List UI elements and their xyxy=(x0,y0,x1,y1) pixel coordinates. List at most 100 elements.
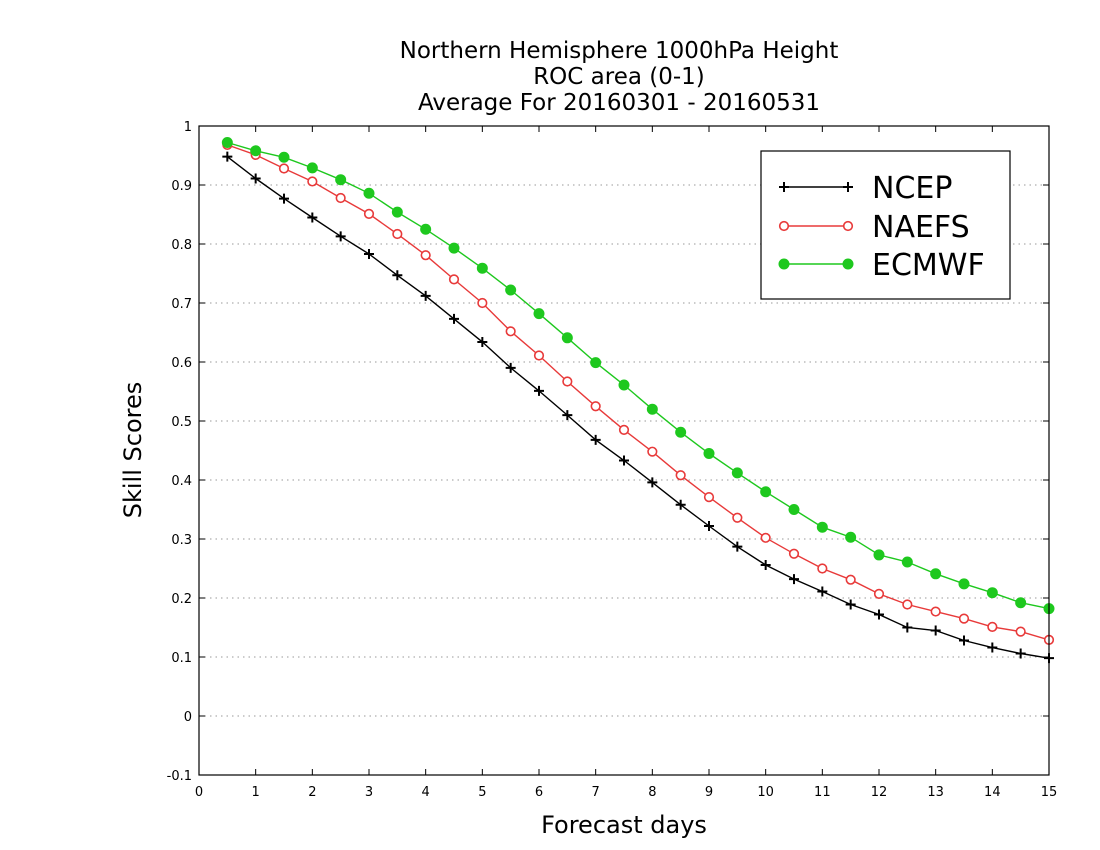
data-point-naefs xyxy=(448,274,460,285)
data-point-ecmwf xyxy=(448,242,460,254)
data-point-ncep xyxy=(760,559,771,570)
data-point-ncep xyxy=(874,609,884,620)
x-tick-label: 7 xyxy=(592,785,600,800)
data-point-ncep xyxy=(959,635,969,646)
data-point-ecmwf xyxy=(816,521,828,533)
data-point-naefs xyxy=(307,176,318,187)
data-point-ecmwf xyxy=(278,151,290,163)
x-tick-label: 3 xyxy=(365,785,373,800)
data-point-ncep xyxy=(845,599,856,610)
legend-marker-ecmwf xyxy=(778,258,790,270)
data-point-naefs xyxy=(845,574,856,585)
data-point-ecmwf xyxy=(1015,597,1027,609)
x-tick-label: 6 xyxy=(535,785,543,800)
data-point-ncep xyxy=(590,434,601,445)
y-tick-label: 0.8 xyxy=(171,238,192,253)
legend-marker-ecmwf xyxy=(842,258,854,270)
data-point-ecmwf xyxy=(221,137,233,149)
y-tick-label: 0.9 xyxy=(171,179,192,194)
y-tick-label: 0.5 xyxy=(171,415,192,430)
data-point-ncep xyxy=(335,231,346,242)
legend-marker-naefs xyxy=(778,220,790,232)
data-point-ecmwf xyxy=(845,531,857,543)
data-point-ecmwf xyxy=(901,556,913,568)
data-point-ecmwf xyxy=(731,467,743,479)
data-point-ncep xyxy=(675,499,686,510)
data-point-naefs xyxy=(703,492,715,503)
chart-title: Northern Hemisphere 1000hPa Height ROC a… xyxy=(400,38,839,116)
data-point-ncep xyxy=(1015,648,1026,659)
data-point-ecmwf xyxy=(646,403,658,415)
data-point-ecmwf xyxy=(505,284,517,296)
data-point-ncep xyxy=(647,477,658,488)
data-point-ecmwf xyxy=(675,426,687,438)
data-point-naefs xyxy=(618,424,630,435)
data-point-ecmwf xyxy=(760,486,772,498)
y-tick-label: 0 xyxy=(184,710,192,725)
y-axis-ticks: -0.1 0 0.1 0.2 0.3 0.4 0.5 0.6 0.7 0.8 0.9 1 xyxy=(167,120,1049,784)
data-point-ncep xyxy=(987,642,998,653)
y-tick-label: 0.3 xyxy=(171,533,192,548)
data-point-naefs xyxy=(817,563,828,574)
data-point-ecmwf xyxy=(873,549,885,561)
data-point-ncep xyxy=(392,270,403,281)
data-point-naefs xyxy=(958,613,970,624)
data-point-naefs xyxy=(788,548,800,559)
x-tick-label: 10 xyxy=(757,785,774,800)
data-point-ecmwf xyxy=(420,223,432,235)
x-axis-ticks: 0 1 2 3 4 5 6 7 8 9 10 11 12 13 14 15 xyxy=(195,126,1057,800)
x-tick-label: 11 xyxy=(814,785,831,800)
data-point-naefs xyxy=(732,512,743,523)
y-tick-label: 0.7 xyxy=(171,297,192,312)
data-point-ncep xyxy=(364,249,374,260)
data-point-ecmwf xyxy=(958,578,970,590)
data-point-ecmwf xyxy=(476,262,488,274)
plot-area-frame xyxy=(198,125,1050,776)
data-point-ecmwf xyxy=(306,162,318,174)
data-point-ncep xyxy=(279,193,289,204)
y-tick-label: 1 xyxy=(184,120,192,135)
legend-marker-naefs xyxy=(842,220,854,232)
x-tick-label: 8 xyxy=(648,785,656,800)
data-point-ncep xyxy=(789,574,799,585)
x-tick-label: 2 xyxy=(308,785,316,800)
data-point-ecmwf xyxy=(335,174,347,186)
x-axis-label: Forecast days xyxy=(541,811,707,839)
data-point-ecmwf xyxy=(986,587,998,599)
data-point-ncep xyxy=(562,410,573,421)
data-point-naefs xyxy=(278,163,290,174)
data-point-ncep xyxy=(250,173,261,184)
chart-title-line-2: ROC area (0-1) xyxy=(533,64,705,90)
data-point-ncep xyxy=(420,290,431,301)
data-point-naefs xyxy=(335,192,346,204)
data-point-ncep xyxy=(732,541,743,552)
y-tick-label: 0.4 xyxy=(171,474,192,489)
data-point-ncep xyxy=(534,385,544,396)
chart-title-line-3: Average For 20160301 - 20160531 xyxy=(418,90,820,116)
data-point-ncep xyxy=(619,455,629,466)
x-tick-label: 14 xyxy=(984,785,1001,800)
data-point-ncep xyxy=(505,362,516,373)
y-tick-label: 0.6 xyxy=(171,356,192,371)
data-point-ecmwf xyxy=(533,308,545,320)
x-tick-label: 9 xyxy=(705,785,713,800)
data-point-ncep xyxy=(307,212,318,223)
data-point-ecmwf xyxy=(930,568,942,580)
data-point-ecmwf xyxy=(788,504,800,515)
legend-label-ncep: NCEP xyxy=(872,171,952,206)
data-point-ecmwf xyxy=(391,206,403,218)
data-point-ncep xyxy=(902,622,913,633)
legend-label-ecmwf: ECMWF xyxy=(872,248,985,283)
x-tick-label: 15 xyxy=(1041,785,1058,800)
data-point-ecmwf xyxy=(618,379,630,391)
y-tick-label: 0.1 xyxy=(171,651,192,666)
legend-box xyxy=(760,150,1011,300)
data-point-naefs xyxy=(420,250,431,261)
data-point-ncep xyxy=(817,586,828,597)
data-point-naefs xyxy=(902,599,913,610)
data-point-ecmwf xyxy=(590,357,602,369)
data-point-ncep xyxy=(704,521,714,532)
x-tick-label: 5 xyxy=(478,785,486,800)
data-point-naefs xyxy=(1015,626,1026,637)
